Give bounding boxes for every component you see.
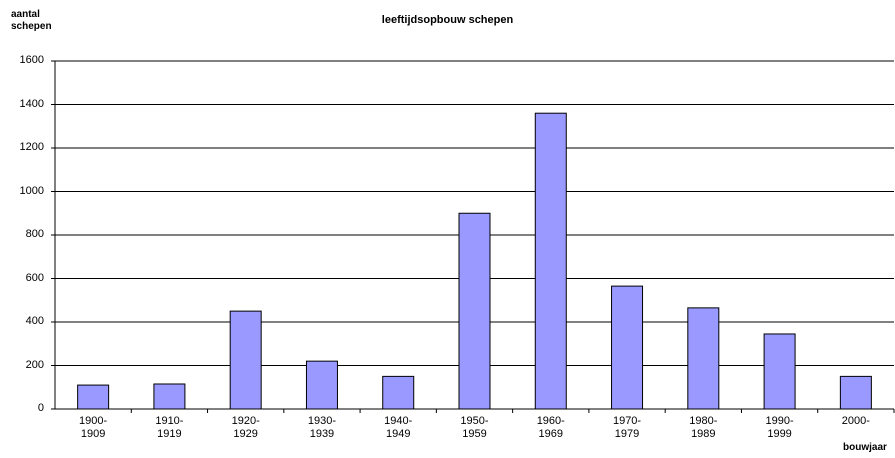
bar [382, 375, 415, 410]
y-tick-label: 1400 [19, 97, 44, 110]
x-tick-label: 1970- 1979 [612, 415, 642, 440]
y-tick-label: 200 [25, 358, 44, 371]
x-tick-label: 2000- [841, 415, 870, 427]
bar [77, 384, 110, 410]
y-tick-label: 1200 [19, 141, 44, 153]
x-tick-label: 1940- 1949 [384, 415, 413, 440]
x-axis-label: bouwjaar [843, 442, 887, 453]
y-tick-label: 0 [37, 402, 44, 414]
bar [229, 310, 262, 410]
bar [611, 285, 644, 410]
y-axis-label: aantal schepen [11, 9, 52, 32]
bar [153, 383, 186, 410]
y-tick-label: 1000 [19, 184, 44, 197]
bar [534, 112, 567, 410]
chart-title: leeftijdsopbouw schepen [381, 14, 514, 26]
x-tick-label: 1920- 1929 [231, 415, 260, 440]
x-tick-label: 1980- 1989 [689, 415, 718, 440]
bar [763, 333, 796, 410]
x-tick-label: 1990- 1999 [765, 415, 794, 440]
y-tick-label: 600 [25, 271, 44, 284]
x-tick-label: 1930- 1939 [307, 415, 337, 440]
y-tick-label: 800 [25, 228, 44, 240]
x-tick-label: 1910- 1919 [155, 415, 184, 440]
x-tick-label: 1900- 1909 [79, 415, 108, 440]
bar [687, 307, 720, 410]
bar [305, 360, 338, 410]
x-tick-label: 1950- 1959 [460, 415, 489, 440]
x-tick-label: 1960- 1969 [536, 415, 565, 440]
y-tick-label: 400 [25, 315, 44, 327]
bar [458, 212, 491, 410]
bar [839, 375, 872, 410]
y-tick-label: 1600 [19, 54, 44, 66]
